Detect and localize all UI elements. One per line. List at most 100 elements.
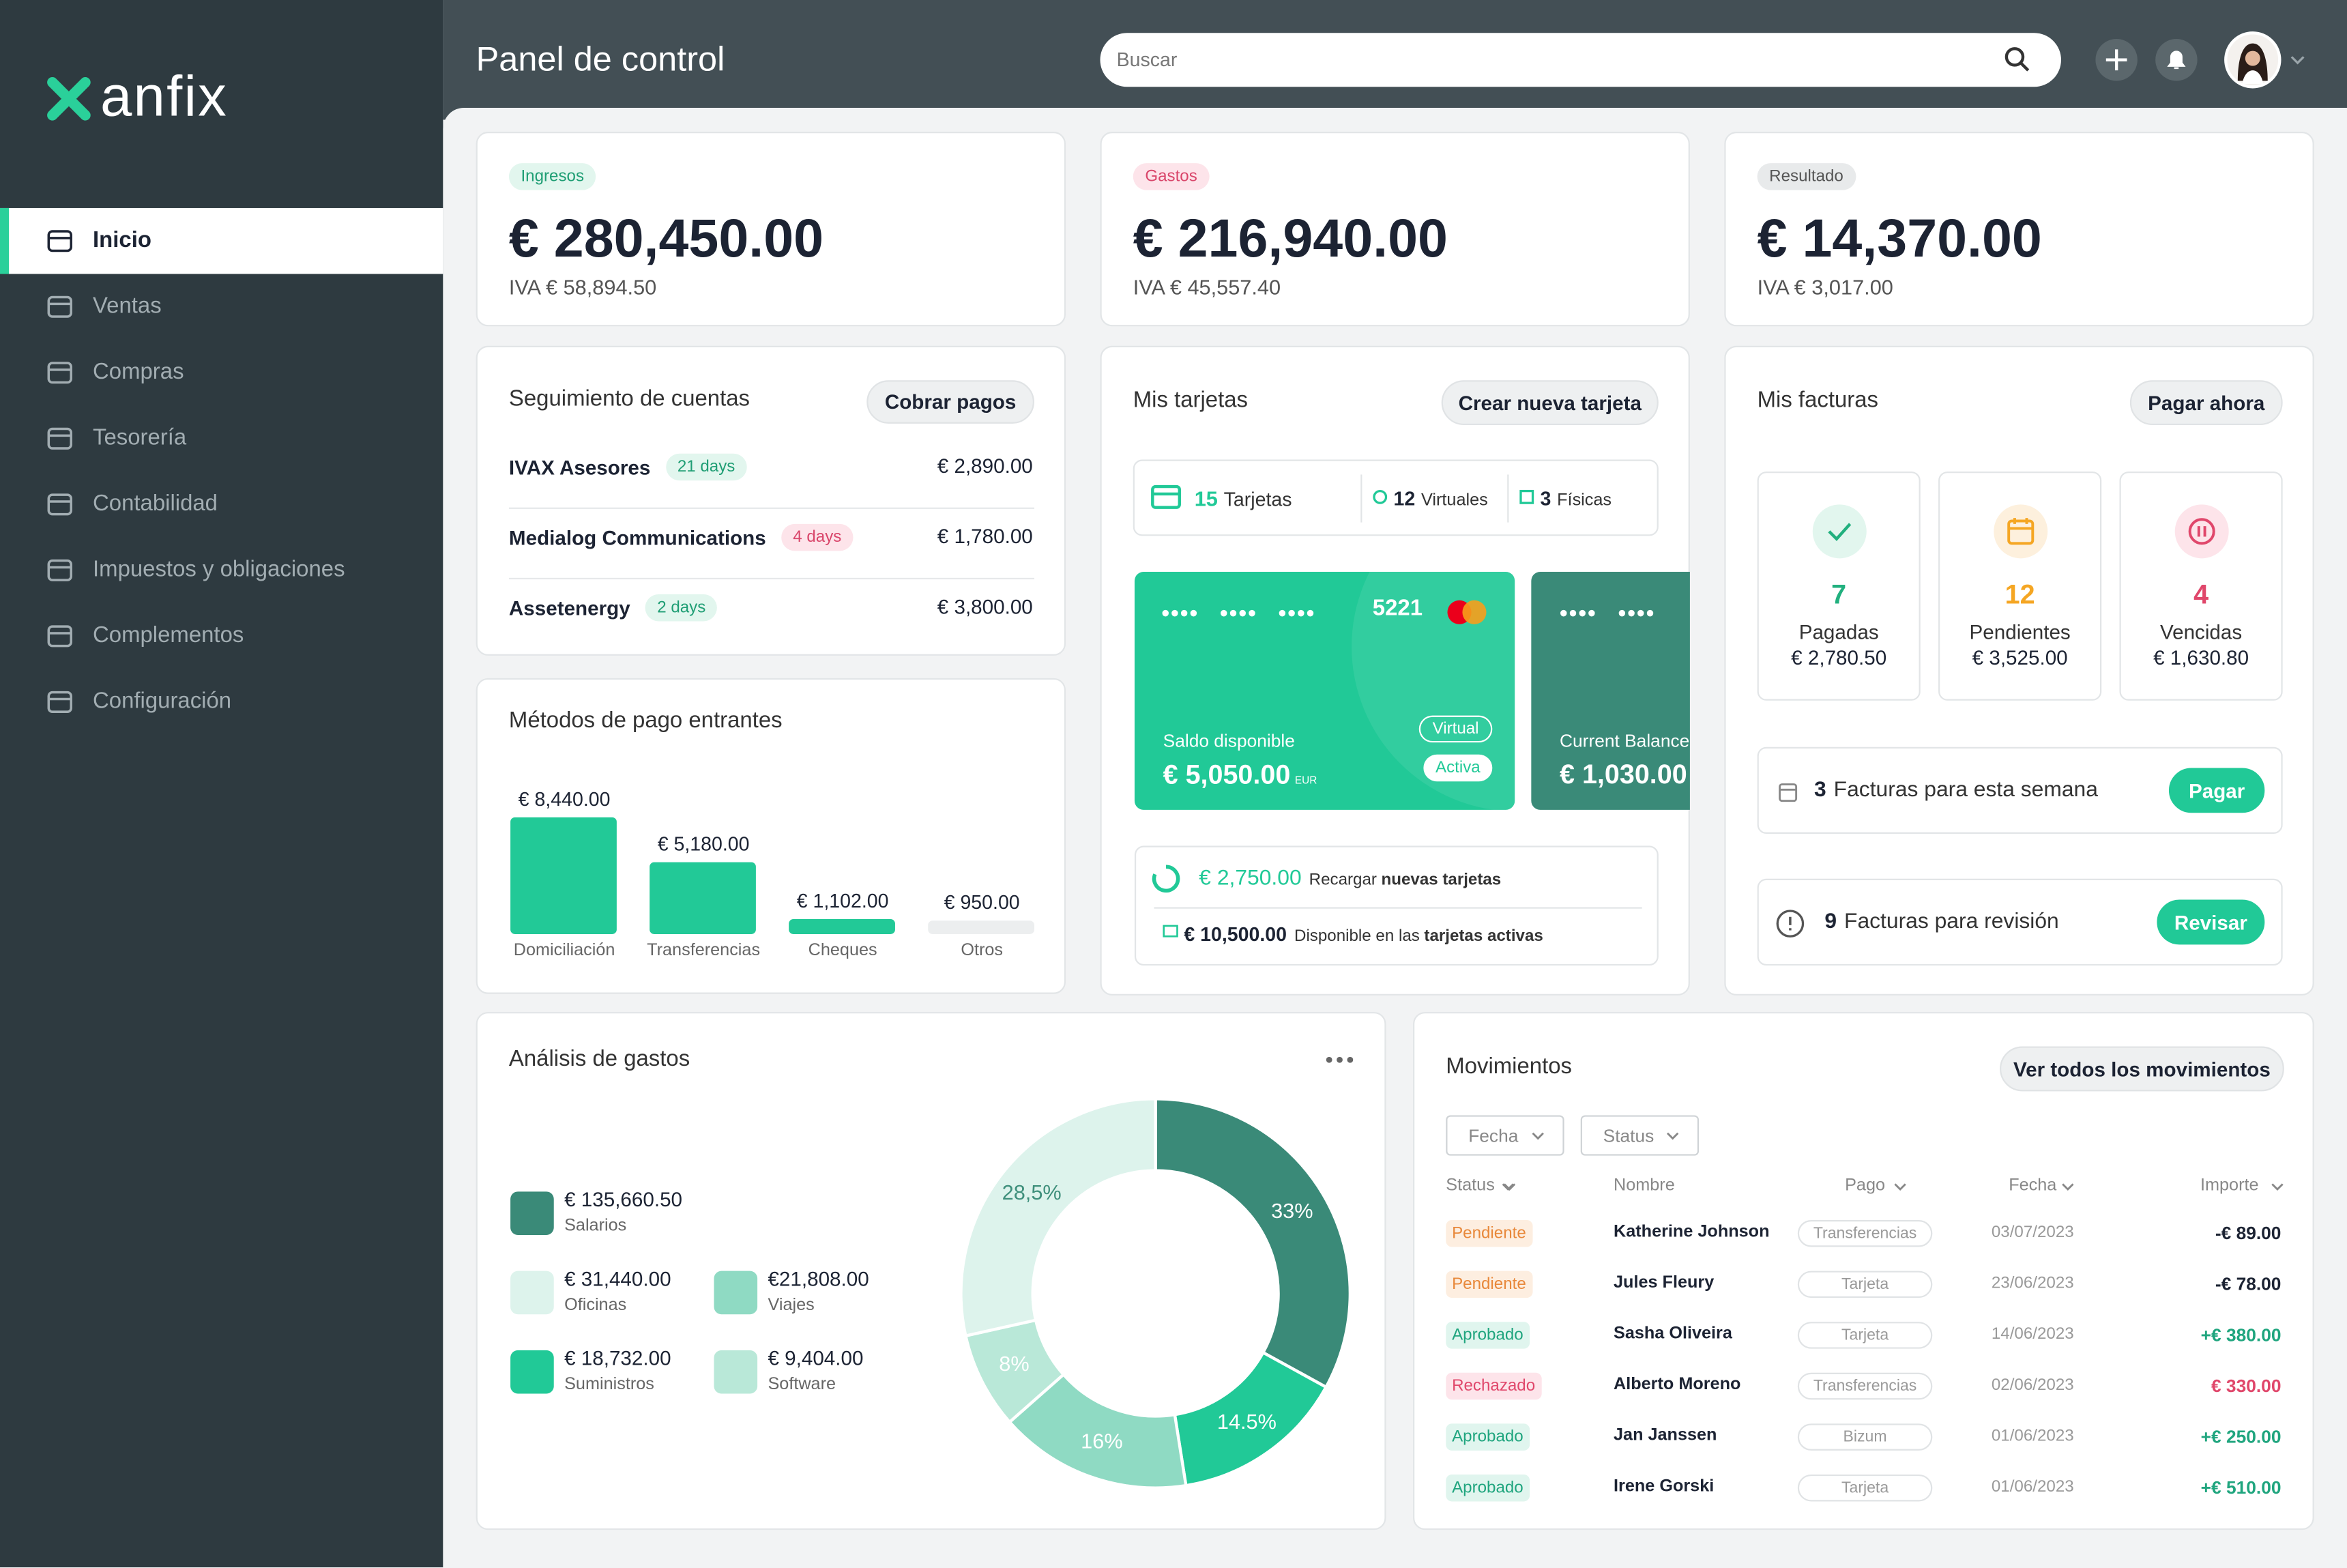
invoice-stat[interactable]: 12 Pendientes € 3,525.00 <box>1938 471 2102 701</box>
movements-card: Movimientos Ver todos los movimientos Fech… <box>1413 1012 2314 1530</box>
kpi-vat: IVA € 58,894.50 <box>508 274 657 299</box>
donut-chart: 33% 14.5% 16% 8% 28,5% <box>959 1097 1352 1490</box>
add-icon <box>2105 49 2127 71</box>
due-pill: 4 days <box>781 523 854 551</box>
nav-item[interactable] <box>0 406 443 472</box>
count-label: Virtuales <box>1421 491 1488 510</box>
nav-label: Contabilidad <box>93 491 218 517</box>
task-label: Facturas para revisión <box>1844 910 2059 934</box>
nav-label: Ventas <box>93 293 162 319</box>
account-amount: € 2,890.00 <box>937 454 1033 478</box>
nav-item[interactable] <box>0 340 443 406</box>
nav-item[interactable] <box>0 208 443 274</box>
card-dots: •••• •••• <box>1560 601 1655 626</box>
stat-icon-bg <box>2174 504 2229 559</box>
card-title: Mis tarjetas <box>1133 388 1249 413</box>
card-balance-label: Current Balance <box>1560 730 1690 751</box>
chevron <box>1532 1132 1544 1140</box>
card-icon-shape <box>1151 484 1181 509</box>
filter-dropdown[interactable]: Fecha <box>1446 1115 1564 1156</box>
payment-card[interactable]: •••• •••• •••• 5221 Saldo disponible € 5,050.… <box>1134 572 1515 810</box>
logo-stroke <box>47 76 91 121</box>
stat-label: Pagadas <box>1798 621 1879 644</box>
task-text: 9 Facturas para revisión <box>1824 910 2058 934</box>
task-button[interactable]: Revisar <box>2157 899 2265 945</box>
count-number: 15 <box>1194 487 1218 511</box>
stat-label: Vencidas <box>2159 621 2243 644</box>
bell-icon <box>2167 50 2186 70</box>
count-label: Tarjetas <box>1223 488 1292 511</box>
nav-item[interactable] <box>0 274 443 340</box>
summary-row: € 10,500.00 Disponible en las tarjetas act… <box>1184 923 1543 946</box>
task-calendar <box>1779 783 1798 802</box>
movement-date: 02/06/2023 <box>1991 1376 2074 1395</box>
status-pill: Aprobado <box>1446 1322 1530 1349</box>
more-dot <box>1337 1056 1343 1063</box>
nav-item[interactable] <box>0 471 443 538</box>
summary-text: Disponible en las <box>1294 927 1420 946</box>
notifications-button[interactable] <box>2155 39 2198 81</box>
nav-icon <box>47 230 72 252</box>
add-button[interactable] <box>2095 39 2138 81</box>
avatar-chevron <box>2290 56 2305 65</box>
chevron-shape <box>2271 1183 2284 1191</box>
all-movements-button[interactable]: Ver todos los movimientos <box>2000 1046 2284 1092</box>
movement-date: 03/07/2023 <box>1991 1223 2074 1242</box>
kpi-card: Resultado € 14,370.00 IVA € 3,017.00 <box>1724 132 2314 327</box>
status-pill: Aprobado <box>1446 1423 1530 1451</box>
legend-amount: € 31,440.00 <box>564 1268 671 1290</box>
nav-label: Complementos <box>93 622 244 648</box>
invoice-stat[interactable]: 7 Pagadas € 2,780.50 <box>1757 471 1921 701</box>
stat-count: 12 <box>2005 579 2035 610</box>
nav-icon-shape <box>47 691 72 713</box>
task-button[interactable]: Pagar <box>2168 768 2265 813</box>
legend-label: Software <box>768 1376 836 1394</box>
nav-icon-shape <box>47 625 72 648</box>
payment-pill: Transferencias <box>1797 1220 1933 1247</box>
nav-active-bg <box>0 207 443 274</box>
reload-icon-shape <box>1152 865 1180 893</box>
check-icon <box>1828 523 1852 541</box>
legend-swatch <box>510 1350 554 1394</box>
payment-pill: Transferencias <box>1797 1372 1933 1400</box>
new-card-button[interactable]: Crear nueva tarjeta <box>1441 380 1659 426</box>
more-button[interactable] <box>1325 1056 1355 1064</box>
stat-icon <box>2174 504 2229 559</box>
pay-now-button[interactable]: Pagar ahora <box>2129 380 2283 426</box>
search-box[interactable]: Buscar <box>1100 33 2061 87</box>
search-icon-shape <box>2005 47 2025 67</box>
payment-card[interactable]: •••• •••• Current Balance € 1,030.00 <box>1531 572 1690 810</box>
kpi-tag: Gastos <box>1133 163 1210 190</box>
movement-date: 01/06/2023 <box>1991 1427 2074 1445</box>
account-name: Assetenergy <box>508 596 630 620</box>
card-title: Mis facturas <box>1757 388 1879 413</box>
accounts-card: Seguimiento de cuentas Cobrar pagos IVAX A… <box>476 345 1066 656</box>
filter-dropdown[interactable]: Status <box>1580 1115 1700 1156</box>
summary-row: € 2,750.00 Recargar nuevas tarjetas <box>1199 867 1501 890</box>
movement-amount: € 330.00 <box>2211 1375 2282 1397</box>
card-title: Análisis de gastos <box>508 1046 690 1072</box>
invoices-card: Mis facturas Pagar ahora 7 Pagadas € 2,780.5… <box>1724 345 2314 996</box>
kpi-vat: IVA € 3,017.00 <box>1757 274 1893 299</box>
count-label: Físicas <box>1557 491 1612 510</box>
invoice-stat[interactable]: 4 Vencidas € 1,630.80 <box>2119 471 2283 701</box>
task-icon <box>1779 783 1798 802</box>
card-count: 12 Virtuales <box>1394 487 1488 510</box>
card-dot-group: •••• <box>1560 600 1597 627</box>
stat-amount: € 3,525.00 <box>1972 646 2068 669</box>
card-count: 3 Físicas <box>1541 487 1612 510</box>
collect-button[interactable]: Cobrar pagos <box>866 380 1034 424</box>
stat-icon <box>1812 504 1867 559</box>
stat-icon-bg <box>1812 504 1867 559</box>
column-header: Fecha <box>2009 1176 2057 1195</box>
nav-label: Impuestos y obligaciones <box>93 557 345 583</box>
avatar-button[interactable] <box>2224 31 2282 89</box>
count-icon-shape <box>1373 489 1388 504</box>
legend-swatch <box>510 1191 554 1235</box>
bar-value-label: € 8,440.00 <box>518 787 611 811</box>
chevron-shape <box>1532 1132 1544 1140</box>
nav-icon <box>47 362 72 384</box>
page-title: Panel de control <box>476 39 725 78</box>
header-icons <box>2095 31 2305 89</box>
chevron-shape <box>1666 1132 1679 1140</box>
